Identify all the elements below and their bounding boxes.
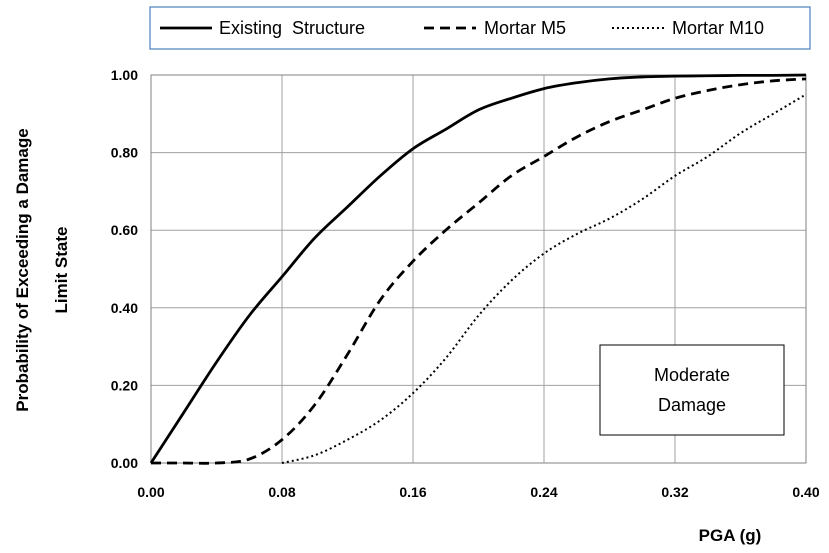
x-tick-label: 0.16 (399, 484, 426, 500)
legend-label-mortar-m5: Mortar M5 (484, 18, 566, 38)
y-axis-ticks: 0.00 0.20 0.40 0.60 0.80 1.00 (111, 67, 138, 471)
x-axis-ticks: 0.00 0.08 0.16 0.24 0.32 0.40 (137, 484, 819, 500)
y-tick-label: 0.20 (111, 377, 138, 393)
annotation-line-2: Damage (658, 395, 726, 415)
x-axis-title: PGA (g) (699, 526, 762, 545)
y-tick-label: 1.00 (111, 67, 138, 83)
y-tick-label: 0.00 (111, 455, 138, 471)
x-tick-label: 0.32 (661, 484, 688, 500)
y-axis-title-line-1: Probability of Exceeding a Damage (13, 128, 32, 411)
y-tick-label: 0.60 (111, 222, 138, 238)
legend-border (149, 6, 811, 50)
series-layer (149, 73, 807, 465)
legend-label-mortar-m10: Mortar M10 (672, 18, 764, 38)
x-tick-label: 0.00 (137, 484, 164, 500)
series-line-mortar-m5 (151, 77, 807, 465)
y-tick-label: 0.80 (111, 145, 138, 161)
legend: Existing Structure Mortar M5 Mortar M10 (149, 6, 811, 50)
annotation-line-1: Moderate (654, 365, 730, 385)
x-tick-label: 0.08 (268, 484, 295, 500)
series-line-mortar-m10 (281, 93, 807, 464)
annotation-border (599, 344, 785, 436)
legend-label-existing-structure: Existing Structure (219, 18, 365, 38)
plot-area-frame (150, 74, 807, 464)
x-tick-label: 0.40 (792, 484, 819, 500)
y-axis-title-line-2: Limit State (52, 227, 71, 314)
series-line-existing-structure (149, 73, 807, 464)
annotation-box: Moderate Damage (599, 344, 785, 436)
x-tick-label: 0.24 (530, 484, 557, 500)
y-tick-label: 0.40 (111, 300, 138, 316)
